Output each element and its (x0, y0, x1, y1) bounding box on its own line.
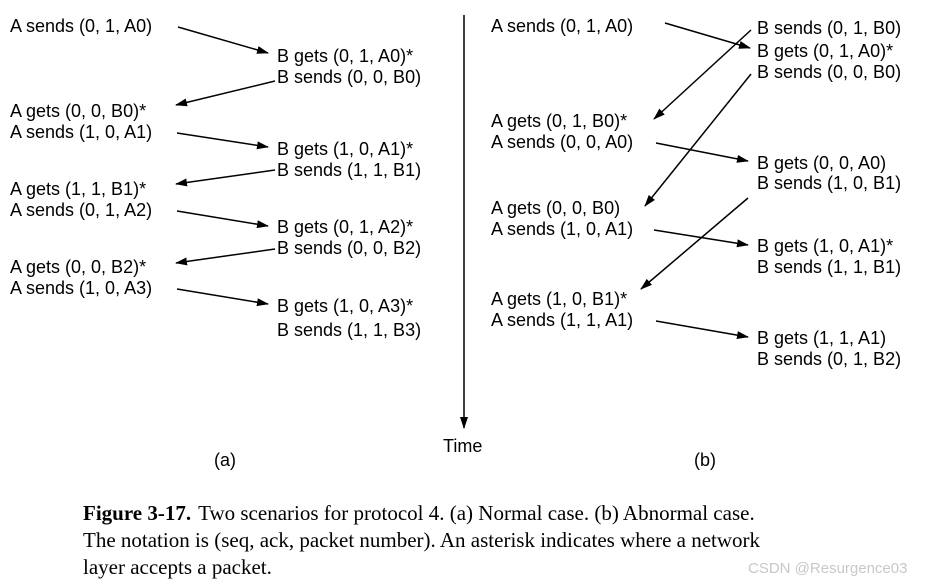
b-label-15: B sends (0, 1, B2) (757, 349, 901, 369)
a-label-8: A sends (0, 1, A2) (10, 200, 152, 220)
a-label-9: B gets (0, 1, A2)* (277, 217, 413, 237)
arrow-b-send-b1 (175, 169, 276, 187)
panel-a-arrows (175, 26, 276, 307)
a-label-10: B sends (0, 0, B2) (277, 238, 421, 258)
b-label-3: B sends (0, 0, B0) (757, 62, 901, 82)
b-label-5: A sends (0, 0, A0) (491, 132, 633, 152)
a-label-3: A gets (0, 0, B0)* (10, 101, 146, 121)
figure-caption: Figure 3-17. Two scenarios for protocol 4… (83, 501, 761, 579)
b-label-10: B gets (1, 0, A1)* (757, 236, 893, 256)
arrow-b-send-b2 (175, 248, 276, 266)
a-label-6: B sends (1, 1, B1) (277, 160, 421, 180)
b-label-14: B gets (1, 1, A1) (757, 328, 886, 348)
caption-line-1-text: Two scenarios for protocol 4. (a) Normal… (198, 501, 755, 525)
caption-line-2: The notation is (seq, ack, packet number… (83, 528, 761, 552)
b-label-13: A sends (1, 1, A1) (491, 310, 633, 330)
b-label-11: B sends (1, 1, B1) (757, 257, 901, 277)
caption-figure-label: Figure 3-17. (83, 501, 191, 525)
a-label-14: B sends (1, 1, B3) (277, 320, 421, 340)
a-label-1: B gets (0, 1, A0)* (277, 46, 413, 66)
panel-a-caption-label: (a) (214, 450, 236, 470)
arrow-a-send-a0 (177, 26, 269, 54)
a-label-13: B gets (1, 0, A3)* (277, 296, 413, 316)
b-label-2: B gets (0, 1, A0)* (757, 41, 893, 61)
caption-line-3: layer accepts a packet. (83, 555, 272, 579)
a-label-4: A sends (1, 0, A1) (10, 122, 152, 142)
watermark-text: CSDN @Resurgence03 (748, 560, 907, 577)
arrow-b-b-send-b1 (640, 197, 749, 290)
arrow-b-a-send-a1 (653, 229, 749, 248)
arrow-b-b-send-b0-second (644, 73, 752, 207)
panel-b: A sends (0, 1, A0) B sends (0, 1, B0) B … (491, 16, 901, 470)
time-axis-label: Time (443, 436, 482, 456)
b-label-6: B gets (0, 0, A0) (757, 153, 886, 173)
a-label-5: B gets (1, 0, A1)* (277, 139, 413, 159)
panel-b-arrows (640, 22, 752, 340)
b-label-4: A gets (0, 1, B0)* (491, 111, 627, 131)
arrow-b-a-send-a0-second (655, 142, 749, 163)
arrow-b-b-send-b0-first (653, 29, 752, 120)
time-axis: Time (443, 15, 482, 456)
a-label-12: A sends (1, 0, A3) (10, 278, 152, 298)
caption-line-1: Figure 3-17. Two scenarios for protocol 4… (83, 501, 755, 525)
b-label-1: B sends (0, 1, B0) (757, 18, 901, 38)
b-label-7: B sends (1, 0, B1) (757, 173, 901, 193)
panel-b-caption-label: (b) (694, 450, 716, 470)
arrow-a-send-a3 (176, 288, 269, 307)
panel-a: A sends (0, 1, A0) B gets (0, 1, A0)* B … (10, 16, 421, 470)
arrow-b-send-b0 (175, 80, 276, 107)
arrow-b-a-send-a1-second (655, 320, 749, 340)
arrow-b-a-send-a0 (664, 22, 751, 49)
arrow-a-send-a1 (176, 132, 269, 150)
a-label-7: A gets (1, 1, B1)* (10, 179, 146, 199)
a-label-11: A gets (0, 0, B2)* (10, 257, 146, 277)
b-label-12: A gets (1, 0, B1)* (491, 289, 627, 309)
a-label-0: A sends (0, 1, A0) (10, 16, 152, 36)
b-label-8: A gets (0, 0, B0) (491, 198, 620, 218)
arrow-a-send-a2 (176, 210, 269, 229)
a-label-2: B sends (0, 0, B0) (277, 67, 421, 87)
b-label-0: A sends (0, 1, A0) (491, 16, 633, 36)
b-label-9: A sends (1, 0, A1) (491, 219, 633, 239)
